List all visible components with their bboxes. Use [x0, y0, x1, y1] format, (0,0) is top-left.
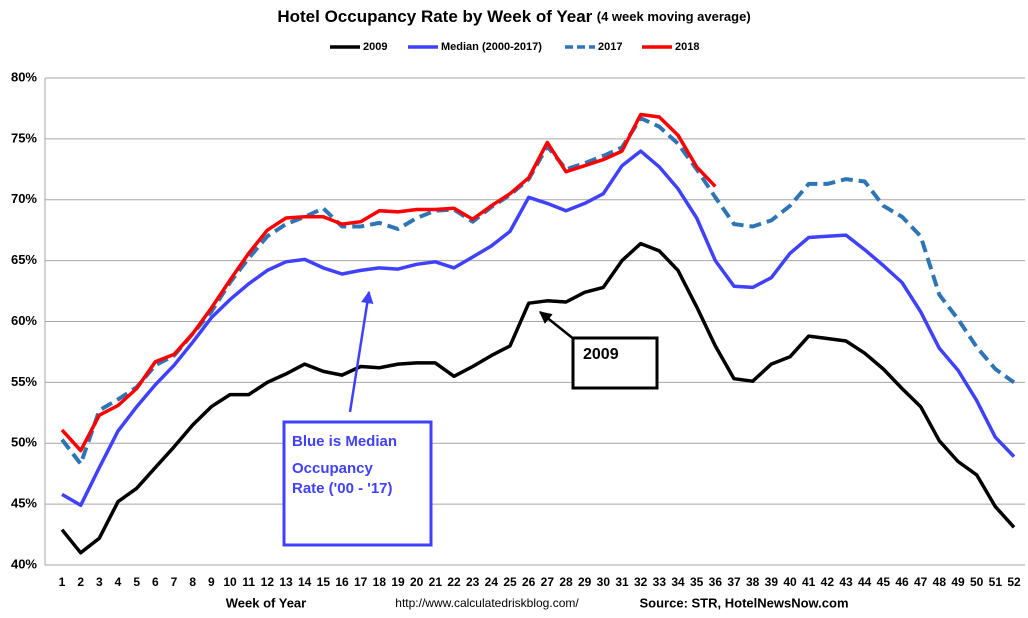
x-tick-label: 26	[522, 575, 536, 589]
legend-label: Median (2000-2017)	[441, 41, 542, 53]
annotation-text: Rate ('00 - '17)	[292, 480, 393, 497]
y-tick-label: 60%	[11, 313, 37, 328]
series-line	[61, 149, 1016, 508]
subtitle: (4 week moving average)	[597, 9, 751, 24]
x-tick-label: 17	[354, 575, 368, 589]
x-tick-label: 7	[171, 575, 178, 589]
x-tick-label: 3	[96, 575, 103, 589]
y-tick-label: 80%	[11, 69, 37, 84]
plot-area: 40%45%50%55%60%65%70%75%80%1 2 3 4 5 6 7 8 9 10 11…	[11, 69, 1025, 589]
x-tick-label: 24	[485, 575, 499, 589]
x-tick-label: 2	[77, 575, 84, 589]
x-tick-label: 31	[615, 575, 629, 589]
x-tick-label: 19	[391, 575, 405, 589]
x-tick-label: 1	[59, 575, 66, 589]
title: Hotel Occupancy Rate by Week of Year	[277, 7, 592, 26]
x-tick-label: 51	[989, 575, 1003, 589]
x-tick-label: 32	[634, 575, 648, 589]
x-tick-label: 44	[858, 575, 872, 589]
x-tick-label: 38	[746, 575, 760, 589]
x-tick-label: 20	[410, 575, 424, 589]
x-tick-label: 43	[839, 575, 853, 589]
legend-label: 2018	[675, 41, 699, 53]
y-tick-label: 75%	[11, 130, 37, 145]
chart-title: Hotel Occupancy Rate by Week of Year (4 …	[277, 7, 750, 26]
x-tick-label: 48	[933, 575, 947, 589]
annotation-2009: 2009	[539, 311, 659, 390]
x-tick-label: 11	[242, 575, 255, 589]
x-tick-label: 47	[914, 575, 928, 589]
x-tick-label: 21	[429, 575, 443, 589]
x-tick-label: 36	[709, 575, 723, 589]
x-tick-label: 46	[895, 575, 909, 589]
series-line	[60, 241, 1016, 555]
annotation-text: 2009	[583, 346, 619, 363]
x-tick-label: 39	[765, 575, 779, 589]
x-tick-label: 37	[727, 575, 741, 589]
x-tick-label: 28	[559, 575, 573, 589]
x-tick-label: 16	[335, 575, 349, 589]
x-tick-label: 34	[671, 575, 685, 589]
x-tick-label: 50	[970, 575, 984, 589]
source: Source: STR, HotelNewsNow.com	[640, 595, 849, 610]
x-tick-label: 22	[447, 575, 461, 589]
annotation-box	[571, 336, 659, 390]
x-tick-label: 5	[133, 575, 140, 589]
y-tick-label: 55%	[11, 374, 37, 389]
x-tick-label: 45	[877, 575, 891, 589]
x-tick-label: 10	[223, 575, 237, 589]
url: http://www.calculatedriskblog.com/	[395, 596, 579, 610]
y-tick-label: 70%	[11, 191, 37, 206]
annotation-median: Blue is Median Occupancy Rate ('00 - '17…	[282, 290, 433, 547]
x-tick-label: 4	[115, 575, 122, 589]
x-tick-label: 41	[802, 575, 816, 589]
x-tick-label: 33	[653, 575, 667, 589]
legend-label: 2017	[598, 41, 622, 53]
x-tick-label: 9	[208, 575, 215, 589]
y-tick-label: 65%	[11, 252, 37, 267]
x-tick-label: 52	[1007, 575, 1021, 589]
annotation-box	[282, 420, 433, 547]
annotation-text: Occupancy	[292, 460, 374, 477]
arrow	[539, 311, 576, 341]
x-tick-label: 30	[597, 575, 611, 589]
x-tick-label: 29	[578, 575, 592, 589]
x-tick-label: 6	[152, 575, 159, 589]
series-line	[60, 112, 717, 453]
x-tick-label: 18	[373, 575, 387, 589]
x-tick-label: 8	[189, 575, 196, 589]
y-tick-label: 50%	[11, 435, 37, 450]
x-tick-label: 14	[298, 575, 312, 589]
x-tick-label: 12	[261, 575, 275, 589]
annotation-text: Blue is Median	[292, 433, 397, 450]
x-tick-label: 40	[783, 575, 797, 589]
arrow	[348, 290, 374, 413]
y-tick-label: 40%	[11, 556, 37, 571]
x-tick-label: 27	[541, 575, 555, 589]
x-tick-label: 35	[690, 575, 704, 589]
x-tick-label: 49	[951, 575, 965, 589]
y-tick-label: 45%	[11, 496, 37, 511]
x-tick-label: 15	[317, 575, 331, 589]
x-axis-label: Week of Year	[226, 595, 306, 610]
x-tick-label: 13	[279, 575, 293, 589]
x-tick-label: 42	[821, 575, 835, 589]
x-tick-label: 23	[466, 575, 480, 589]
x-tick-label: 25	[503, 575, 517, 589]
legend-label: 2009	[363, 41, 387, 53]
